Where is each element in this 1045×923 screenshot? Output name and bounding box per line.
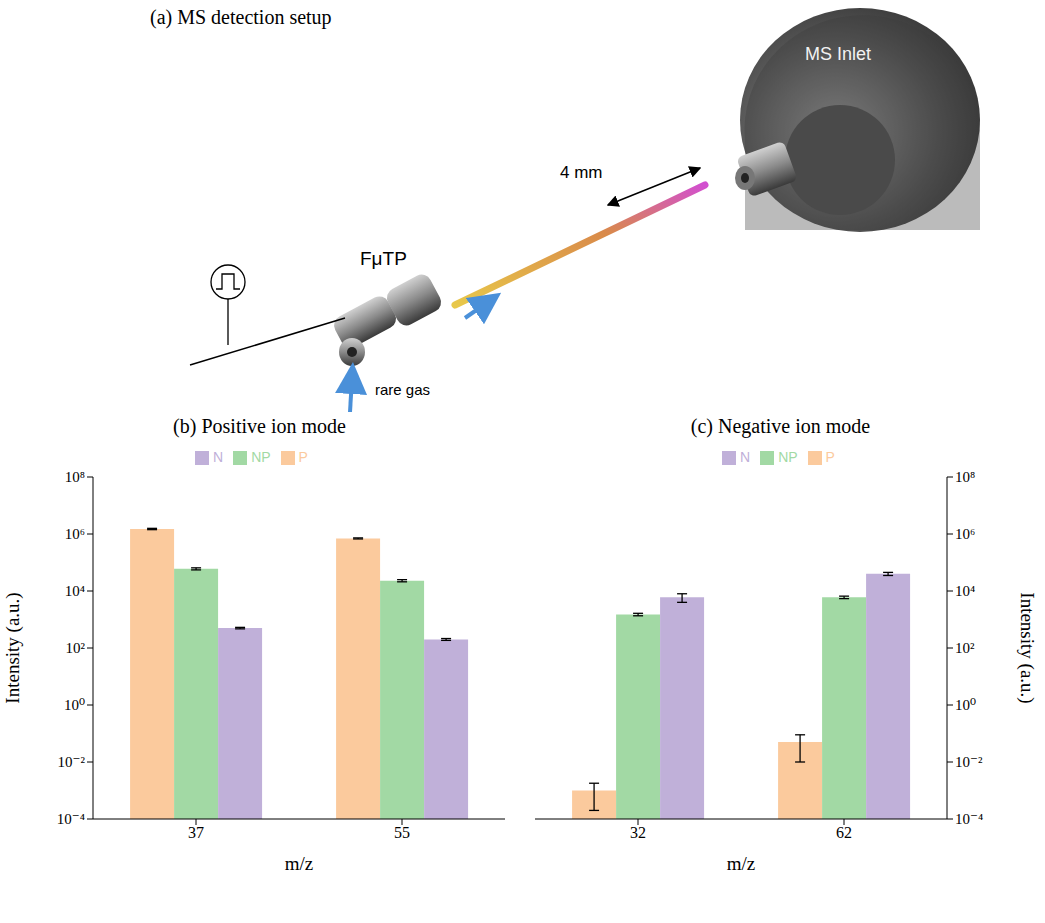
html-text:P: P [825,449,835,465]
svg-text:rare gas: rare gas [375,381,430,398]
svg-text:10⁻²: 10⁻² [955,754,983,770]
svg-text:37: 37 [188,824,204,841]
svg-text:62: 62 [836,824,852,841]
svg-text:10⁸: 10⁸ [65,469,85,485]
html-text:(b) Positive ion mode: (b) Positive ion mode [173,415,346,437]
svg-text:4 mm: 4 mm [560,163,603,182]
svg-text:10⁸: 10⁸ [955,469,975,485]
html-text:NP: NP [778,449,798,465]
svg-text:32: 32 [630,824,646,841]
html-text:(c) Negative ion mode: (c) Negative ion mode [690,415,871,437]
html-text:NP: NP [251,449,271,465]
svg-text:(a) MS detection setup: (a) MS detection setup [150,6,332,29]
svg-text:10²: 10² [66,640,86,656]
svg-text:MS Inlet: MS Inlet [805,44,871,64]
svg-text:10⁶: 10⁶ [65,526,85,542]
svg-text:10⁻⁴: 10⁻⁴ [57,811,85,827]
svg-text:m/z: m/z [285,853,314,874]
svg-text:10⁴: 10⁴ [955,583,975,599]
svg-text:55: 55 [394,824,410,841]
svg-text:FμTP: FμTP [360,248,407,269]
svg-text:10⁰: 10⁰ [64,697,85,713]
svg-text:Intensity (a.u.): Intensity (a.u.) [2,592,24,703]
svg-text:Intensity (a.u.): Intensity (a.u.) [1016,592,1038,703]
svg-text:10²: 10² [955,640,975,656]
svg-text:10⁶: 10⁶ [955,526,975,542]
html-text:P: P [298,449,308,465]
svg-text:10⁴: 10⁴ [65,583,85,599]
svg-text:10⁰: 10⁰ [955,697,976,713]
html-text:N: N [740,449,751,465]
svg-text:10⁻²: 10⁻² [58,754,86,770]
html-text:N: N [213,449,224,465]
svg-text:m/z: m/z [727,853,756,874]
svg-text:10⁻⁴: 10⁻⁴ [955,811,983,827]
